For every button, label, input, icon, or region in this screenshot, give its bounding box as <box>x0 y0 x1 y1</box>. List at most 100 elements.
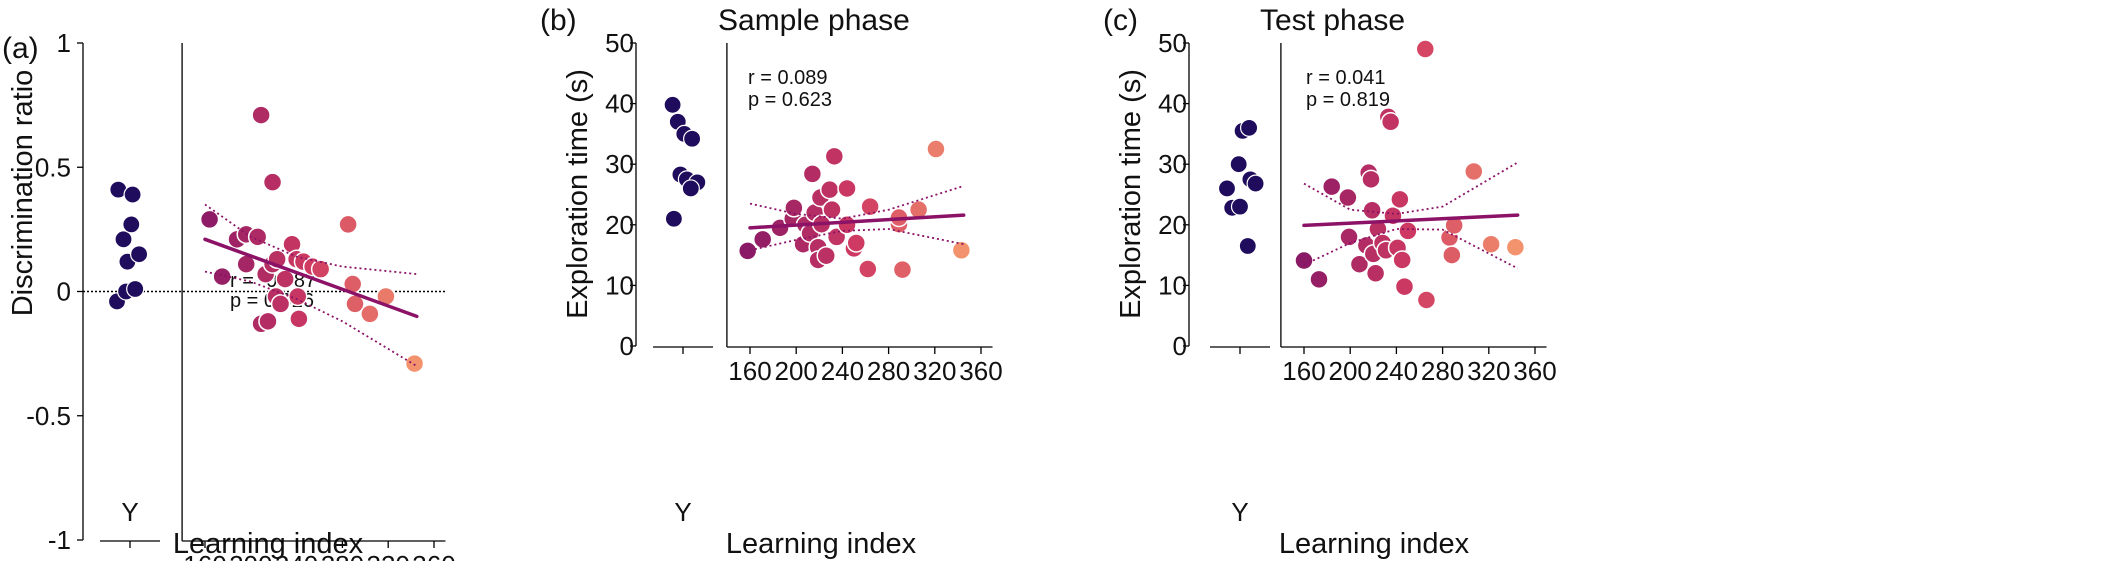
panel-c-group-point <box>1246 174 1265 193</box>
panel-a-y-tick-label: 0.5 <box>35 152 71 182</box>
panel-c-ci-upper <box>1303 161 1519 215</box>
panel-a: (a) Discrimination ratio Learning index … <box>2 28 456 561</box>
panel-b-x-tick-label: 200 <box>775 356 818 386</box>
panel-c-y-tick-label: 10 <box>1158 270 1187 300</box>
panel-b-data-point <box>819 179 840 200</box>
panel-c-data-point <box>1362 200 1382 221</box>
panel-b-ci-upper <box>749 185 964 220</box>
panel-c-title: Test phase <box>1260 4 1405 37</box>
panel-b-data-point <box>802 164 823 184</box>
panel-c-data-point <box>1390 189 1410 210</box>
panel-c-x-tick-label: 280 <box>1421 356 1464 386</box>
panel-c-stat-p: p = 0.819 <box>1306 89 1390 111</box>
panel-c-y-tick-label: 20 <box>1158 210 1187 240</box>
panel-b-x-tick-label: 360 <box>959 356 1002 386</box>
panel-a-data-point <box>404 353 425 374</box>
panel-c-x-tick-label: 160 <box>1282 356 1325 386</box>
panel-c-y-axis-label: Exploration time (s) <box>1115 69 1147 319</box>
panel-a-data-point <box>270 294 291 314</box>
panel-a-data-point <box>289 309 309 329</box>
panel-b-ci-lower <box>749 228 964 252</box>
panel-b-y-tick-label: 20 <box>605 210 634 240</box>
panel-c-label: (c) <box>1103 4 1138 37</box>
panel-b-data-point <box>837 178 857 199</box>
panel-c-y-tick-label: 30 <box>1158 149 1187 179</box>
panel-b-x-axis-label: Learning index <box>726 528 917 560</box>
panel-b-y-axis-label: Exploration time (s) <box>562 69 594 319</box>
panel-b-data-point <box>737 241 758 261</box>
panel-c-data-point <box>1361 169 1381 190</box>
panel-b: (b) Sample phase Exploration time (s) Le… <box>540 4 1003 560</box>
panel-b-data-point <box>846 233 867 253</box>
panel-b-x-tick-label: 240 <box>821 356 864 386</box>
panel-b-stat-r: r = 0.089 <box>748 67 828 89</box>
panel-b-data-point <box>824 146 845 167</box>
panel-b-group-point <box>681 179 700 198</box>
panel-b-label: (b) <box>540 4 577 37</box>
panel-a-data-point <box>310 259 331 279</box>
panel-a-regression-line <box>203 237 419 319</box>
panel-c-y-tick-label: 50 <box>1158 28 1187 58</box>
panel-c-x-tick-label: 240 <box>1375 356 1418 386</box>
panel-b-y-tick-label: 50 <box>605 28 634 58</box>
panel-b-regression-line <box>748 213 966 230</box>
panel-c-group-point <box>1239 118 1259 137</box>
panel-b-data-point <box>822 199 842 220</box>
panel-a-group-point <box>114 230 133 249</box>
panel-c-plot: 0 10 20 30 40 50 160 200 240 280 320 360 <box>1158 28 1557 386</box>
panel-a-x-tick-label: 160 <box>183 550 226 561</box>
panel-a-label: (a) <box>2 32 39 65</box>
panel-c-group-point <box>1217 179 1237 198</box>
panel-c-data-point <box>1394 276 1415 297</box>
panel-b-data-point <box>892 259 913 280</box>
panel-c-x-tick-label: 320 <box>1467 356 1510 386</box>
panel-c-data-point <box>1416 290 1437 310</box>
panel-a-x-tick-label: 320 <box>367 550 410 561</box>
panel-b-group-point <box>682 129 702 148</box>
panel-b-data-point <box>926 139 946 159</box>
panel-a-ci-lower <box>204 270 418 367</box>
panel-a-data-point <box>338 214 358 235</box>
panel-a-stat-r: r = -0.387 <box>230 270 316 292</box>
panel-b-y-tick-label: 30 <box>605 149 634 179</box>
panel-a-y-tick-label: -0.5 <box>26 401 71 431</box>
panel-c-group-point <box>1238 236 1257 256</box>
panel-b-y-tick-label: 10 <box>605 270 634 300</box>
panel-c-group-point <box>1229 155 1248 174</box>
panel-a-data-point <box>275 269 295 289</box>
panel-b-data-point <box>752 229 773 250</box>
panel-b-group-label: Y <box>674 497 691 527</box>
panel-a-data-point <box>212 266 232 287</box>
panel-a-y-axis-label: Discrimination ratio <box>7 70 39 317</box>
panel-b-title: Sample phase <box>718 4 910 37</box>
panel-b-y-tick-label: 40 <box>605 89 634 119</box>
panel-a-ci-upper <box>204 203 417 275</box>
panel-b-data-point <box>860 196 880 217</box>
panel-a-group-label: Y <box>121 497 138 527</box>
panel-c-data-point <box>1294 250 1314 271</box>
panel-c-y-tick-label: 40 <box>1158 89 1187 119</box>
panel-c-y-tick-label: 0 <box>1173 331 1187 361</box>
panel-b-x-tick-label: 280 <box>867 356 910 386</box>
panel-c-data-point <box>1442 245 1462 265</box>
panel-a-x-tick-label: 280 <box>321 550 364 561</box>
panel-a-group-point <box>122 215 141 234</box>
panel-c-data-point <box>1464 161 1484 182</box>
panel-b-data-point <box>816 245 836 266</box>
panel-c-x-axis-label: Learning index <box>1279 528 1470 560</box>
panel-b-group-point <box>664 209 684 228</box>
panel-b-x-tick-label: 160 <box>728 356 771 386</box>
panel-b-data-point <box>951 240 972 261</box>
panel-c-data-point <box>1309 269 1329 290</box>
panel-c-data-point <box>1339 227 1359 247</box>
panel-a-x-tick-label: 360 <box>412 550 455 561</box>
panel-a-data-point <box>199 209 220 230</box>
panel-a-y-tick-label: -1 <box>48 525 71 555</box>
panel-c-data-point <box>1398 221 1418 241</box>
panel-b-y-tick-label: 0 <box>620 331 634 361</box>
panel-c-data-point <box>1349 254 1370 274</box>
panel-a-x-tick-label: 240 <box>275 550 318 561</box>
panel-c-data-point <box>1392 250 1412 270</box>
panel-b-group-point <box>663 95 682 114</box>
